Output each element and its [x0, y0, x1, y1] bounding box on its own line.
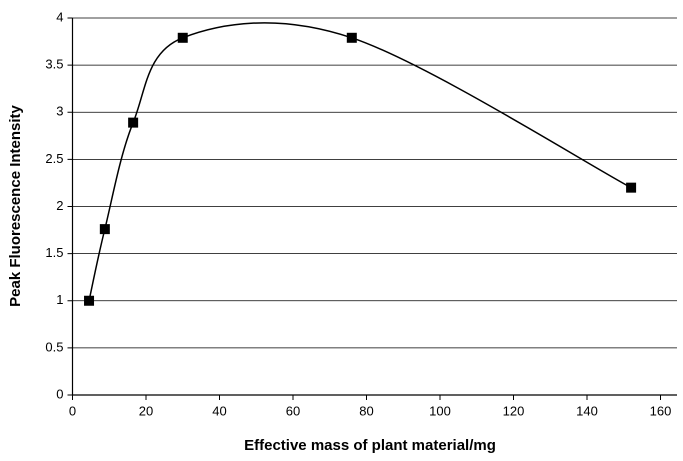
- x-tick-label: 40: [212, 403, 226, 418]
- y-tick-label: 2.5: [45, 151, 63, 166]
- x-tick-label: 120: [503, 403, 525, 418]
- y-tick-label: 4: [56, 9, 63, 24]
- data-point: [99, 224, 110, 235]
- x-tick-label: 100: [429, 403, 451, 418]
- x-tick-label: 60: [286, 403, 300, 418]
- y-tick-label: 3: [56, 104, 63, 119]
- data-point: [128, 117, 139, 128]
- data-point: [626, 182, 637, 193]
- x-tick-label: 140: [576, 403, 598, 418]
- x-tick-label: 0: [69, 403, 76, 418]
- y-tick-label: 3.5: [45, 57, 63, 72]
- x-tick-label: 80: [359, 403, 373, 418]
- data-point: [84, 295, 95, 306]
- series-line: [88, 22, 632, 301]
- y-tick-label: 1: [56, 292, 63, 307]
- x-tick-label: 160: [650, 403, 672, 418]
- y-tick-label: 0: [56, 386, 63, 401]
- data-point: [346, 32, 357, 43]
- x-tick-label: 20: [139, 403, 153, 418]
- x-axis-title: Effective mass of plant material/mg: [244, 437, 496, 454]
- data-point: [177, 32, 188, 43]
- y-tick-label: 2: [56, 198, 63, 213]
- y-tick-label: 1.5: [45, 245, 63, 260]
- y-tick-label: 0.5: [45, 339, 63, 354]
- y-axis-title: Peak Fluorescence Intensity: [7, 104, 24, 306]
